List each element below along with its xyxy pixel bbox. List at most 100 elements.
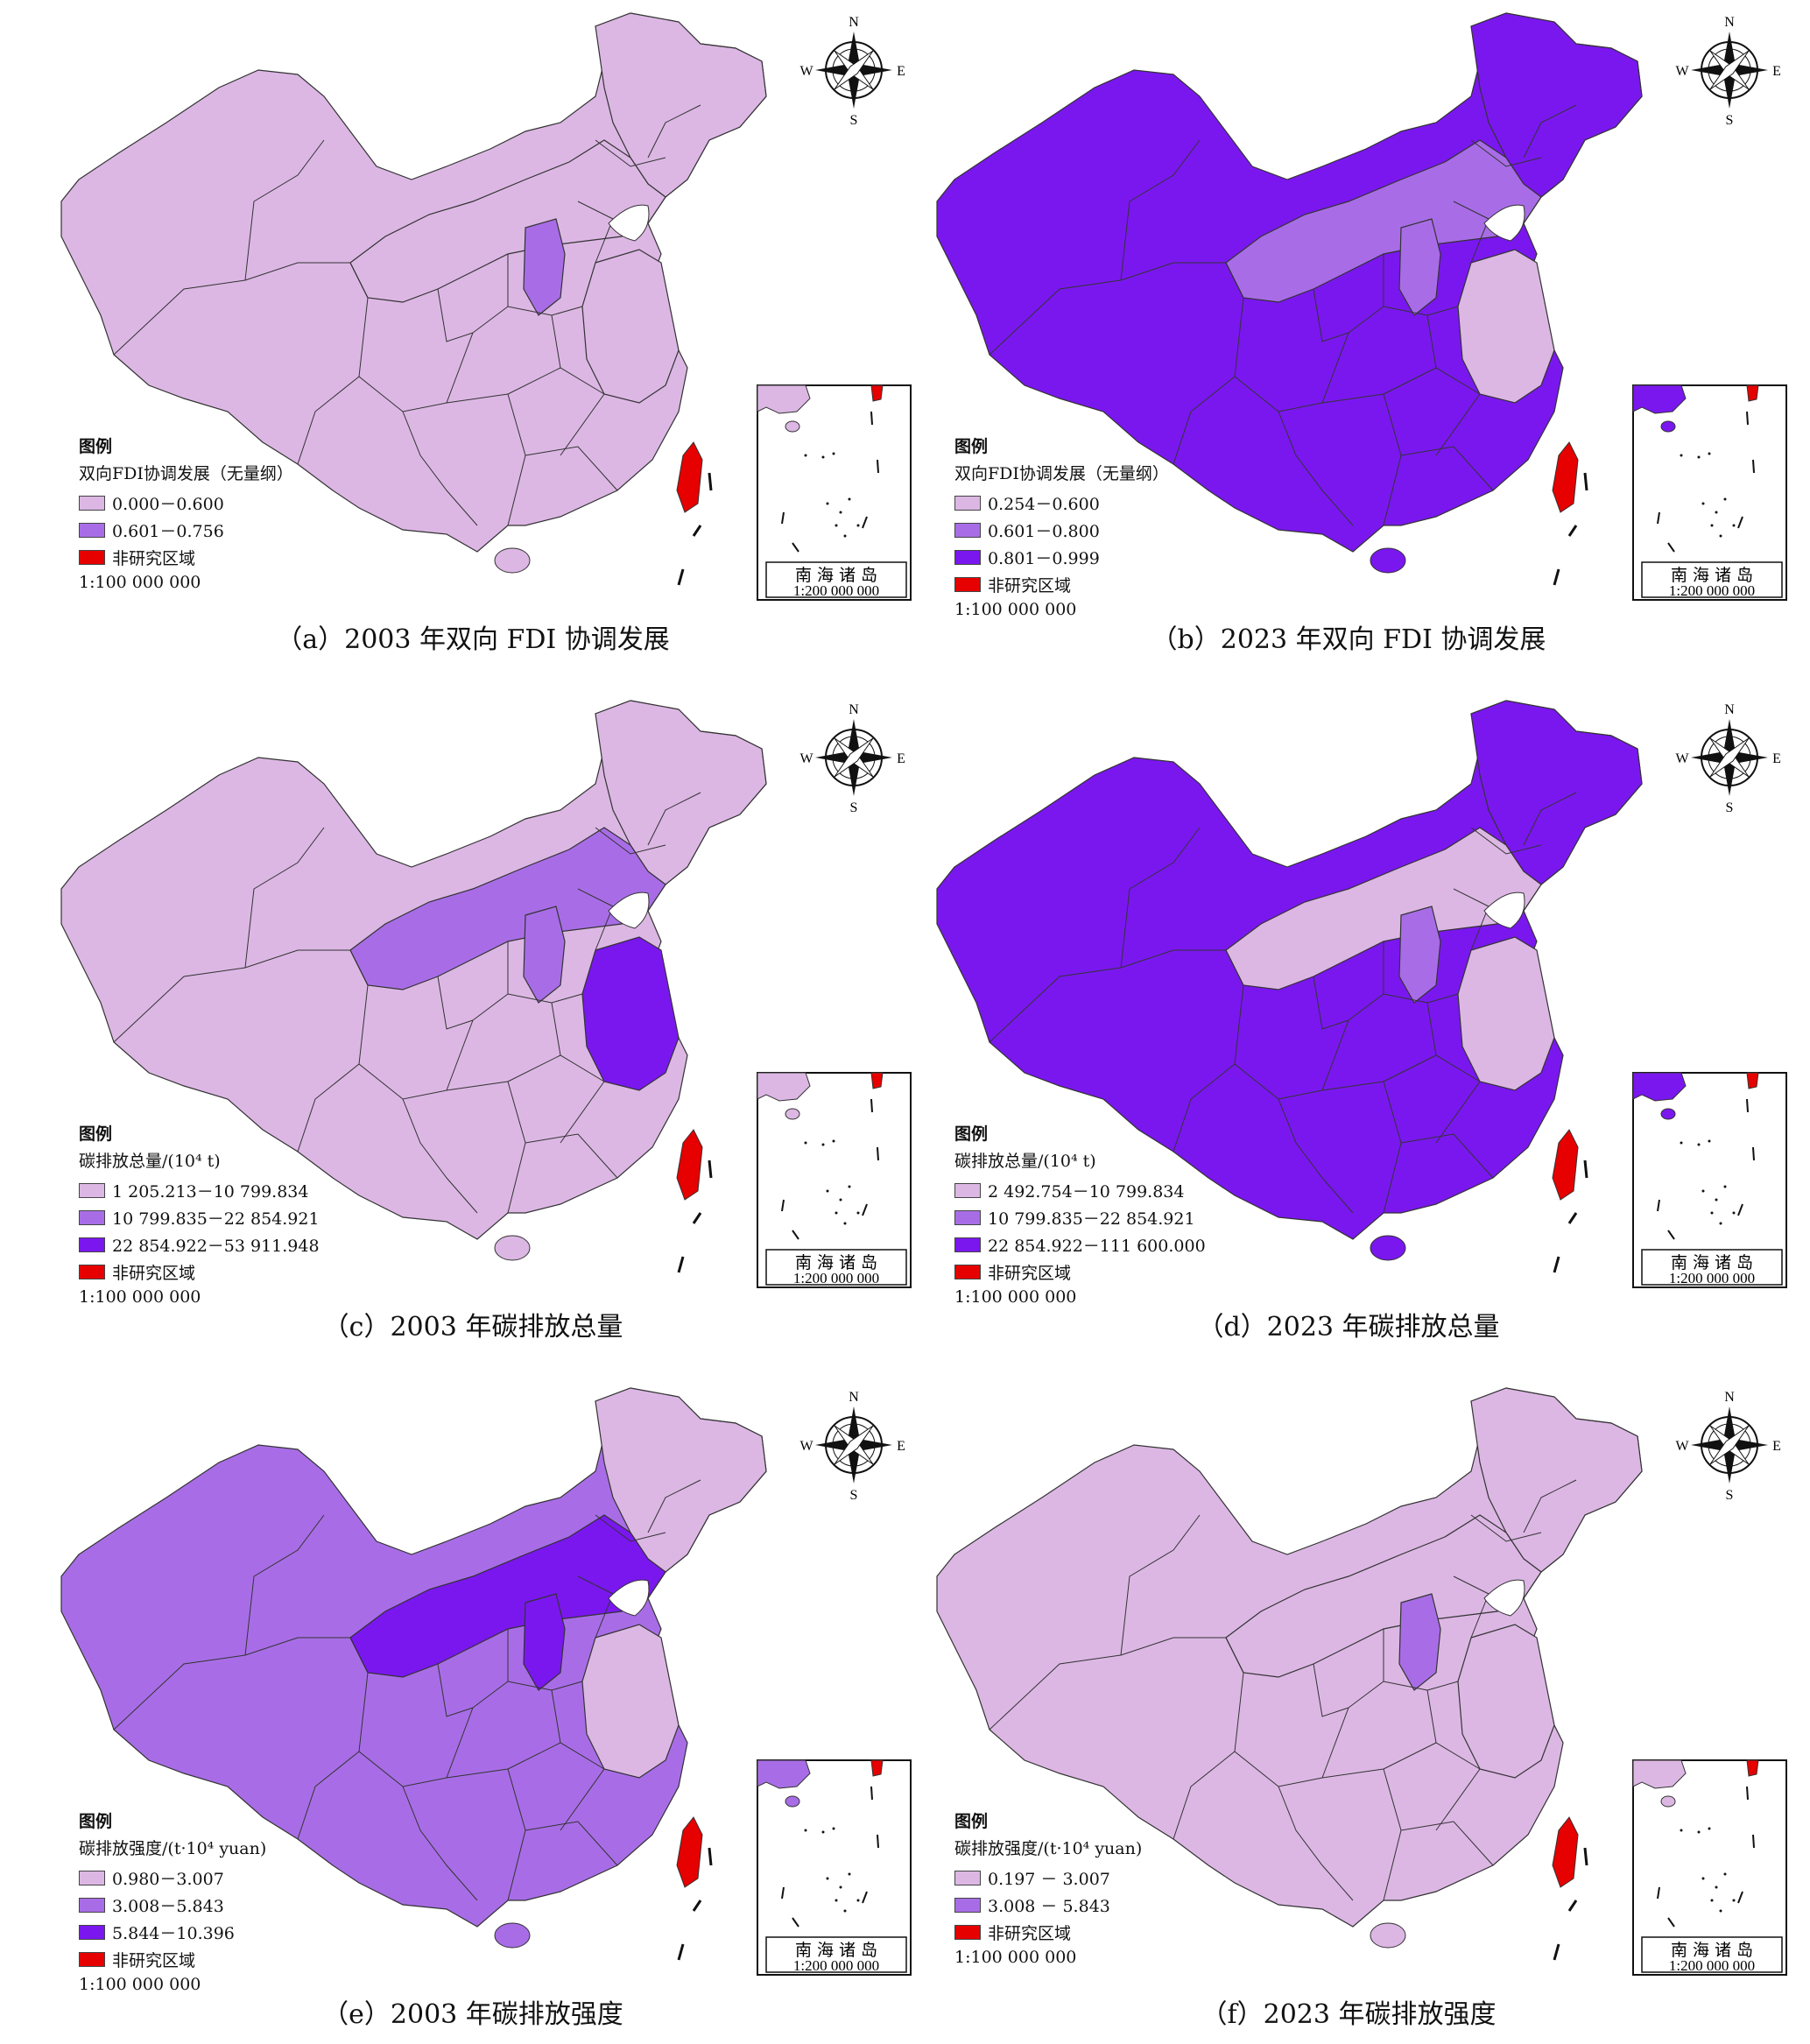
region-east-coast bbox=[581, 1624, 680, 1779]
taiwan-non-study bbox=[676, 1129, 703, 1201]
legend-swatch bbox=[79, 1871, 105, 1885]
region-east-coast bbox=[1457, 936, 1555, 1091]
region-north-belt bbox=[1225, 1514, 1542, 1678]
region-shanxi bbox=[1398, 218, 1441, 316]
region-north-belt bbox=[349, 827, 666, 990]
legend-item: 22 854.922－53 911.948 bbox=[79, 1231, 320, 1258]
china-map: N S E W bbox=[936, 12, 1787, 601]
bohai-sea bbox=[1483, 1579, 1525, 1617]
inset-scale: 1:200 000 000 bbox=[1669, 582, 1755, 599]
north-arrow-icon: N S E W bbox=[799, 1390, 905, 1503]
legend-item: 0.801－0.999 bbox=[954, 544, 1169, 571]
legend-item: 0.601－0.756 bbox=[79, 517, 293, 544]
legend-swatch bbox=[79, 1952, 105, 1967]
island-dashes bbox=[677, 472, 713, 586]
region-east-coast bbox=[581, 936, 680, 1091]
map-scale: 1:100 000 000 bbox=[79, 573, 201, 592]
compass-south-label: S bbox=[850, 113, 858, 128]
region-hainan bbox=[1370, 1922, 1406, 1949]
legend-title: 图例 bbox=[954, 1812, 989, 1831]
legend-label: 5.844－10.396 bbox=[112, 1924, 235, 1943]
legend-label: 10 799.835－22 854.921 bbox=[112, 1209, 320, 1229]
legend-item: 非研究区域 bbox=[79, 1946, 266, 1973]
legend-swatch bbox=[79, 550, 105, 565]
region-east-coast bbox=[581, 249, 680, 404]
bohai-sea bbox=[608, 204, 650, 242]
region-hainan bbox=[494, 1235, 531, 1261]
legend-item: 22 854.922－111 600.000 bbox=[954, 1231, 1206, 1258]
legend-items: 0.197 － 3.007 3.008 － 5.843 非研究区域 bbox=[954, 1864, 1142, 1946]
legend-swatch bbox=[79, 1925, 105, 1940]
legend-label: 0.801－0.999 bbox=[988, 549, 1100, 568]
map-panel-f: N S E W bbox=[911, 1375, 1787, 2040]
legend-label: 22 854.922－53 911.948 bbox=[112, 1237, 320, 1256]
inset-title: 南 海 诸 岛 bbox=[1671, 566, 1753, 585]
legend-subtitle: 碳排放总量/(10⁴ t) bbox=[954, 1152, 1096, 1171]
legend-items: 0.000－0.600 0.601－0.756 非研究区域 bbox=[79, 490, 293, 571]
legend-label: 0.601－0.800 bbox=[988, 522, 1100, 541]
legend-item: 10 799.835－22 854.921 bbox=[954, 1204, 1206, 1231]
map-panel-d: N S E W bbox=[911, 687, 1787, 1353]
legend-label: 非研究区域 bbox=[112, 549, 196, 568]
compass-south-label: S bbox=[850, 800, 858, 815]
province-boundaries bbox=[989, 792, 1577, 1214]
taiwan-non-study bbox=[676, 441, 703, 513]
legend-swatch bbox=[954, 550, 981, 565]
region-northeast bbox=[595, 1387, 767, 1573]
china-map: N S E W bbox=[60, 700, 912, 1288]
region-shanxi bbox=[523, 218, 566, 316]
inset-title: 南 海 诸 岛 bbox=[1671, 1253, 1753, 1272]
panel-caption: （f）2023 年碳排放强度 bbox=[1201, 1999, 1497, 2030]
island-dashes bbox=[1553, 1847, 1588, 1961]
province-boundaries bbox=[113, 1479, 701, 1901]
map-scale: 1:100 000 000 bbox=[79, 1975, 201, 1994]
taiwan-non-study bbox=[676, 1816, 703, 1888]
legend-label: 3.008 － 5.843 bbox=[988, 1897, 1110, 1916]
region-shanxi bbox=[523, 1593, 566, 1691]
map-panel-c: N S E W bbox=[35, 687, 912, 1353]
compass-south-label: S bbox=[1726, 113, 1734, 128]
legend-label: 非研究区域 bbox=[988, 576, 1072, 596]
compass-west-label: W bbox=[799, 64, 813, 79]
south-sea-inset: 南 海 诸 岛 1:200 000 000 bbox=[1632, 1072, 1787, 1288]
compass-south-label: S bbox=[1726, 1488, 1734, 1503]
compass-east-label: E bbox=[1772, 64, 1781, 79]
compass-north-label: N bbox=[1724, 1390, 1735, 1405]
legend-items: 0.980－3.007 3.008－5.843 5.844－10.396 非研究区域 bbox=[79, 1864, 266, 1973]
legend-item: 0.980－3.007 bbox=[79, 1864, 266, 1892]
legend-swatch bbox=[79, 1898, 105, 1913]
legend-swatch bbox=[954, 1871, 981, 1885]
legend-swatch bbox=[954, 1925, 981, 1940]
legend: 图例 双向FDI协调发展（无量纲） 0.000－0.600 0.601－0.756… bbox=[79, 433, 293, 592]
legend-item: 2 492.754－10 799.834 bbox=[954, 1177, 1206, 1204]
compass-north-label: N bbox=[1724, 702, 1735, 717]
inset-title: 南 海 诸 岛 bbox=[1671, 1941, 1753, 1960]
legend-items: 0.254－0.600 0.601－0.800 0.801－0.999 非研究区域 bbox=[954, 490, 1169, 598]
region-hainan bbox=[494, 547, 531, 574]
north-arrow-icon: N S E W bbox=[1675, 1390, 1780, 1503]
island-dashes bbox=[677, 1159, 713, 1273]
legend-subtitle: 碳排放强度/(t·10⁴ yuan) bbox=[79, 1839, 267, 1858]
legend-label: 非研究区域 bbox=[988, 1264, 1072, 1283]
compass-south-label: S bbox=[1726, 800, 1734, 815]
legend-swatch bbox=[954, 1265, 981, 1279]
legend-subtitle: 双向FDI协调发展（无量纲） bbox=[954, 464, 1169, 483]
legend: 图例 碳排放强度/(t·10⁴ yuan) 0.980－3.007 3.008－5… bbox=[79, 1808, 266, 1994]
legend-item: 3.008 － 5.843 bbox=[954, 1892, 1142, 1919]
bohai-sea bbox=[608, 892, 650, 929]
region-shanxi bbox=[523, 906, 566, 1004]
legend-label: 非研究区域 bbox=[112, 1951, 196, 1970]
compass-north-label: N bbox=[1724, 15, 1735, 30]
taiwan-non-study bbox=[1552, 441, 1579, 513]
legend-items: 2 492.754－10 799.834 10 799.835－22 854.92… bbox=[954, 1177, 1206, 1286]
inset-scale: 1:200 000 000 bbox=[793, 1270, 879, 1286]
legend: 图例 碳排放总量/(10⁴ t) 2 492.754－10 799.834 10 … bbox=[954, 1121, 1206, 1307]
legend-item: 1 205.213－10 799.834 bbox=[79, 1177, 320, 1204]
region-east-coast bbox=[1457, 1624, 1555, 1779]
legend-item: 3.008－5.843 bbox=[79, 1892, 266, 1919]
compass-west-label: W bbox=[1675, 751, 1689, 766]
compass-west-label: W bbox=[1675, 1439, 1689, 1454]
region-northeast bbox=[595, 12, 767, 198]
region-northeast bbox=[1470, 1387, 1643, 1573]
region-northeast bbox=[1470, 700, 1643, 885]
